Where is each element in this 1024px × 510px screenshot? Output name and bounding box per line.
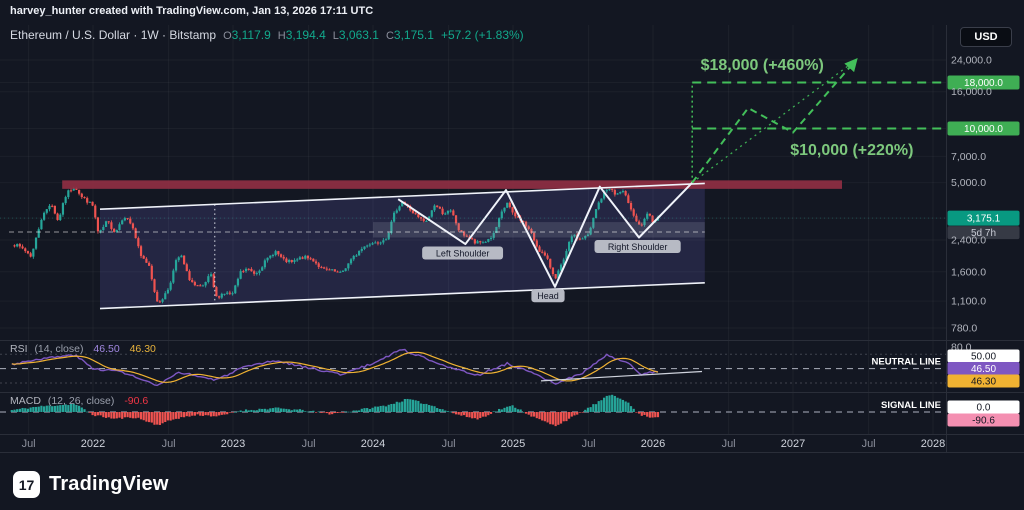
axis-badge-label: 50.00 (971, 352, 996, 363)
time-axis-label: 2028 (921, 438, 945, 450)
tradingview-logo[interactable]: 17 TradingView (13, 471, 169, 498)
open-label: O (223, 30, 232, 42)
time-axis-label: 2026 (641, 438, 665, 450)
channel-lower-line[interactable] (99, 281, 705, 310)
axis-badge (947, 226, 1020, 240)
pattern-label: Left Shoulder (436, 249, 490, 259)
axis-badge (947, 362, 1020, 375)
axis-badge (947, 349, 1020, 363)
time-axis-label: Jul (582, 438, 596, 450)
signal-line-label: SIGNAL LINE (881, 400, 941, 411)
macd-pane[interactable]: SIGNAL LINE (0, 394, 946, 427)
macd-histogram (10, 394, 660, 427)
currency-button[interactable]: USD (960, 27, 1012, 47)
price-axis-label: 1,600.0 (951, 266, 986, 278)
time-axis-label: 2025 (501, 438, 525, 450)
close-value: 3,175.1 (393, 28, 434, 42)
trend-channel-fill (100, 183, 705, 309)
axis-badge (947, 374, 1020, 388)
time-axis-label: Jul (22, 438, 36, 450)
attribution-bar: harvey_hunter created with TradingView.c… (10, 5, 374, 17)
symbol-title: Ethereum / U.S. Dollar · 1W · Bitstamp (10, 28, 217, 42)
target-callout: $10,000 (+220%) (790, 142, 913, 159)
rsi-ma-line (11, 351, 659, 383)
time-axis-label: Jul (162, 438, 176, 450)
pattern-label: Head (537, 291, 559, 301)
time-axis-label: Jul (442, 438, 456, 450)
axis-badge (947, 210, 1020, 226)
time-axis[interactable]: Jul 2022 Jul 2023 Jul 2024 Jul 2025 Jul 2026 Jul 20… (22, 438, 946, 450)
axis-badge (947, 75, 1020, 90)
pattern-label-bg (594, 240, 681, 254)
price-axis-label: 24,000.0 (951, 55, 992, 67)
price-axis-label: 7,000.0 (951, 151, 986, 163)
high-value: 3,194.4 (285, 28, 326, 42)
price-axis-label: 780.0 (951, 322, 977, 334)
rsi-pane[interactable]: NEUTRAL LINE (0, 348, 946, 387)
time-axis-label: 2024 (361, 438, 385, 450)
pattern-label-bg (531, 289, 565, 303)
low-value: 3,063.1 (338, 28, 379, 42)
time-axis-label: 2022 (81, 438, 105, 450)
time-axis-label: Jul (862, 438, 876, 450)
price-axis-label: 1,100.0 (951, 296, 986, 308)
channel-upper-line[interactable] (99, 182, 705, 211)
price-axis[interactable]: 24,000.0 18,000.016,000.0 10,000.0 7,000.0 5… (947, 55, 1020, 427)
high-label: H (277, 30, 286, 42)
resistance-band[interactable] (62, 180, 842, 189)
pattern-label: Right Shoulder (608, 242, 668, 252)
support-zone (373, 222, 705, 238)
main-price-pane[interactable]: $18,000 (+460%) $10,000 (+220%) Left Shoul… (0, 57, 947, 310)
axis-badge (947, 121, 1020, 136)
tradingview-wordmark: TradingView (49, 473, 169, 495)
price-axis-label: 2,400.0 (951, 235, 986, 247)
time-axis-label: 2023 (221, 438, 245, 450)
axis-badge-label: 46.30 (971, 377, 996, 388)
time-axis-label: Jul (722, 438, 736, 450)
axis-badge-label: 5d 7h (971, 228, 996, 239)
time-axis-label: 2027 (781, 438, 805, 450)
pane-separators (0, 25, 1024, 453)
axis-badge-label: -90.6 (972, 416, 995, 427)
low-label: L (332, 30, 339, 42)
target-callout: $18,000 (+460%) (701, 57, 824, 74)
rsi-trendline[interactable] (540, 370, 703, 382)
tradingview-logo-icon: 17 (13, 471, 40, 498)
price-axis-label: 16,000.0 (951, 86, 992, 98)
projection-zigzag-arrow[interactable] (691, 58, 858, 184)
axis-badge-label: 3,175.1 (967, 214, 1001, 225)
open-value: 3,117.9 (231, 28, 271, 42)
symbol-legend: Ethereum / U.S. Dollar · 1W · Bitstamp O3… (10, 28, 524, 42)
axis-badge (947, 413, 1020, 427)
axis-badge-label: 10,000.0 (964, 124, 1003, 135)
price-axis-label: 5,000.0 (951, 177, 986, 189)
head-and-shoulders-pattern[interactable] (397, 181, 693, 288)
axis-badge (947, 400, 1020, 414)
axis-badge-label: 46.50 (971, 364, 996, 375)
pattern-label-bg (422, 246, 504, 260)
axis-badge-label: 0.0 (977, 403, 991, 414)
time-axis-label: Jul (302, 438, 316, 450)
change-value: +57.2 (+1.83%) (440, 28, 524, 42)
close-label: C (385, 30, 394, 42)
neutral-line-label: NEUTRAL LINE (872, 357, 942, 368)
axis-badge-label: 18,000.0 (964, 78, 1003, 89)
